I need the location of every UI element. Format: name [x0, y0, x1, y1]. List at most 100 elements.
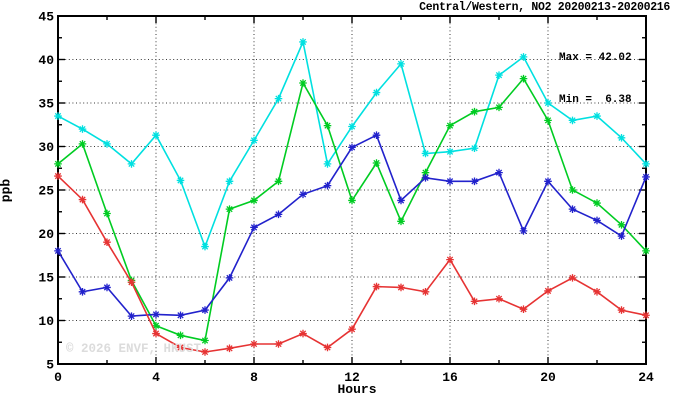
green-line-marker: [250, 196, 258, 205]
blue-line-marker: [127, 312, 136, 320]
blue-line-marker: [397, 196, 405, 205]
blue-line-marker: [152, 310, 160, 319]
green-line-marker: [299, 79, 307, 87]
min-label: Min = 6.38: [559, 94, 632, 106]
green-line-marker: [274, 177, 283, 186]
red-line-marker: [568, 274, 577, 282]
x-tick-label: 4: [152, 370, 160, 385]
red-line-marker: [593, 287, 601, 296]
cyan-line-marker: [470, 144, 479, 153]
blue-line-marker: [544, 177, 552, 186]
y-tick-label: 45: [38, 10, 54, 25]
y-tick-label: 15: [38, 271, 54, 286]
blue-line-marker: [519, 227, 528, 235]
green-line-marker: [176, 331, 185, 340]
cyan-line-marker: [642, 160, 650, 168]
red-line-marker: [470, 297, 479, 306]
red-line-marker: [152, 329, 160, 338]
green-line-marker: [446, 121, 454, 130]
red-line-marker: [201, 348, 209, 356]
y-tick-label: 20: [38, 227, 54, 242]
green-line-marker: [470, 107, 479, 116]
y-tick-label: 35: [38, 97, 54, 112]
cyan-line-marker: [103, 140, 111, 148]
cyan-line-marker: [397, 60, 405, 68]
cyan-line-marker: [250, 136, 258, 145]
cyan-line-marker: [348, 122, 356, 131]
cyan-line-marker: [127, 160, 136, 168]
blue-line-marker: [176, 311, 185, 320]
blue-line-marker: [348, 143, 356, 152]
y-tick-label: 5: [46, 358, 54, 373]
green-line-marker: [78, 140, 87, 148]
cyan-line-marker: [299, 38, 307, 46]
x-tick-label: 20: [540, 370, 556, 385]
blue-line-marker: [372, 131, 381, 139]
red-line-marker: [274, 340, 283, 348]
cyan-line-marker: [176, 176, 185, 185]
blue-line-marker: [323, 181, 332, 190]
red-line-marker: [54, 172, 62, 180]
green-line-marker: [225, 205, 234, 213]
x-tick-label: 8: [250, 370, 258, 385]
green-line-marker: [642, 247, 650, 255]
red-line-marker: [348, 325, 356, 333]
cyan-line-marker: [372, 88, 381, 97]
green-line-marker: [495, 103, 503, 112]
red-line-marker: [225, 344, 234, 353]
red-line-marker: [103, 238, 111, 246]
red-line-marker: [250, 340, 258, 348]
green-line-marker: [544, 116, 552, 125]
green-line-marker: [152, 321, 160, 330]
red-line-marker: [397, 283, 405, 292]
blue-line-marker: [103, 283, 111, 292]
cyan-line-marker: [274, 94, 283, 103]
watermark: © 2026 ENVF, HKUST: [66, 342, 202, 356]
cyan-line-marker: [495, 71, 503, 79]
blue-line-marker: [78, 287, 87, 296]
cyan-line-marker: [544, 99, 552, 107]
blue-line-marker: [495, 168, 503, 177]
blue-line-marker: [617, 232, 626, 240]
blue-line-marker: [446, 177, 454, 186]
red-line-marker: [421, 287, 430, 296]
cyan-line-marker: [519, 53, 528, 61]
x-axis-label: Hours: [337, 382, 377, 397]
blue-line-marker: [568, 205, 577, 213]
green-line-marker: [372, 159, 381, 167]
cyan-line-marker: [617, 134, 626, 142]
blue-line-marker: [593, 216, 601, 225]
green-line-marker: [201, 336, 209, 345]
green-line-marker: [397, 217, 405, 226]
cyan-line-marker: [323, 160, 332, 168]
blue-line-marker: [642, 173, 650, 181]
green-line-marker: [519, 74, 528, 83]
cyan-line-marker: [201, 242, 209, 251]
x-tick-label: 16: [442, 370, 458, 385]
y-tick-label: 30: [38, 140, 54, 155]
cyan-line-marker: [78, 125, 87, 133]
green-line-marker: [103, 209, 111, 218]
blue-line-marker: [250, 223, 258, 232]
x-tick-label: 24: [638, 370, 654, 385]
y-axis-label: ppb: [0, 178, 14, 203]
red-line-marker: [446, 255, 454, 264]
red-line-marker: [127, 278, 136, 287]
cyan-line-marker: [568, 116, 577, 125]
red-line-marker: [617, 306, 626, 314]
green-line-marker: [568, 186, 577, 194]
blue-line-marker: [470, 177, 479, 186]
cyan-line-marker: [152, 131, 160, 139]
maxmin-annotation: Max = 42.02 Min = 6.38: [559, 23, 632, 135]
cyan-line-marker: [54, 112, 62, 120]
red-line-marker: [176, 343, 185, 352]
cyan-line-marker: [225, 177, 234, 186]
red-line-marker: [519, 305, 528, 313]
blue-line-marker: [299, 190, 307, 199]
green-line-marker: [617, 221, 626, 229]
green-line-marker: [593, 199, 601, 207]
red-line-marker: [78, 195, 87, 204]
cyan-line-marker: [421, 149, 430, 158]
y-tick-label: 25: [38, 184, 54, 199]
green-line-marker: [54, 160, 62, 168]
